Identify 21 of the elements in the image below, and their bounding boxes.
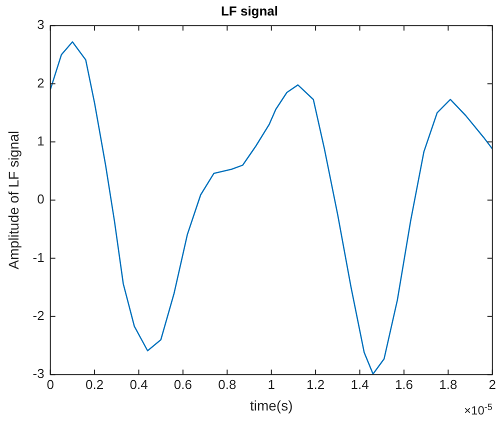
x-tick-label: 1 <box>268 376 275 392</box>
x-tick-label: 0.8 <box>218 376 236 392</box>
x-axis-title: time(s) <box>250 397 293 414</box>
x-tick-label: 2 <box>488 376 496 392</box>
x-tick-label: 0 <box>46 376 54 392</box>
x-tick-label: 1.8 <box>439 376 458 392</box>
y-tick-label: 0 <box>37 192 44 207</box>
x-tick-label: 1.6 <box>394 376 414 392</box>
y-axis-title: Amplitude of LF signal <box>5 130 22 270</box>
y-tick-label: -2 <box>32 308 44 324</box>
x-tick-label: 0.2 <box>86 376 104 392</box>
y-tick-label: 3 <box>37 17 44 32</box>
y-tick-label: 2 <box>37 75 44 90</box>
x-tick-label: 1.4 <box>350 376 369 392</box>
y-tick-label: 1 <box>37 134 44 149</box>
y-tick-label: -3 <box>32 366 44 382</box>
x-tick-label: 0.4 <box>130 376 148 392</box>
chart-title: LF signal <box>220 3 278 18</box>
x-tick-label: 1.2 <box>306 376 325 392</box>
y-tick-label: -1 <box>32 250 44 265</box>
x-tick-label: 0.6 <box>174 376 192 392</box>
